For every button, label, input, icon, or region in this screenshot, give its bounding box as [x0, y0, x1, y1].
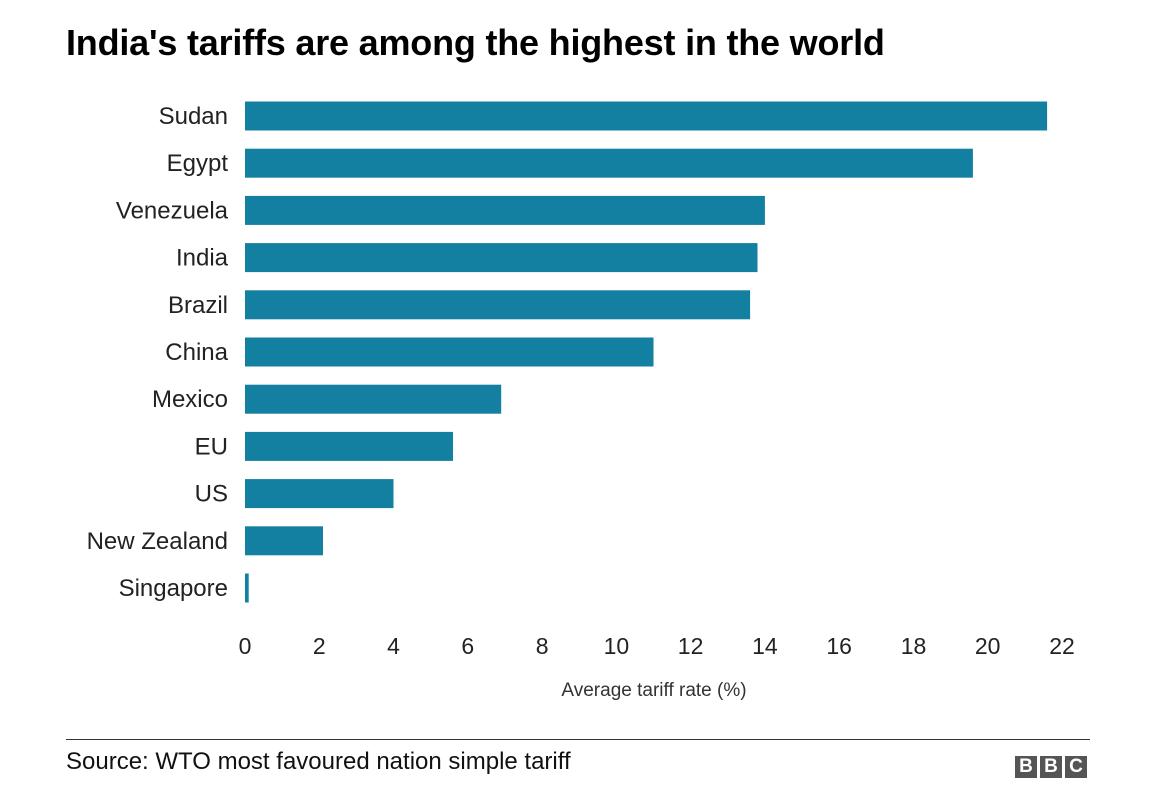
bar-us — [245, 479, 394, 509]
bbc-logo: B B C — [1015, 756, 1087, 778]
bar-mexico — [245, 384, 502, 414]
bar-sudan — [245, 101, 1048, 131]
x-tick-label: 18 — [901, 633, 927, 659]
bar-new-zealand — [245, 526, 323, 556]
bar-chart: Sudan Egypt Venezuela India Brazil China Mexic… — [87, 101, 1075, 701]
footer-divider — [66, 739, 1090, 740]
category-label: Egypt — [167, 150, 229, 177]
x-tick-label: 16 — [826, 633, 852, 659]
category-label: Singapore — [119, 575, 228, 602]
bar-venezuela — [245, 195, 765, 225]
category-label: Brazil — [168, 292, 228, 319]
category-label: India — [176, 245, 229, 272]
x-tick-label: 20 — [975, 633, 1001, 659]
bar-eu — [245, 431, 453, 461]
x-axis-ticks: 0 2 4 6 8 10 12 14 16 18 20 22 — [239, 633, 1075, 659]
x-tick-label: 4 — [387, 633, 400, 659]
x-tick-label: 10 — [604, 633, 630, 659]
category-label: Mexico — [152, 386, 228, 413]
category-label: Venezuela — [116, 197, 229, 224]
category-label: China — [165, 339, 228, 366]
x-tick-label: 2 — [313, 633, 326, 659]
bbc-logo-block: B — [1040, 756, 1062, 778]
bar-egypt — [245, 148, 973, 178]
category-label: US — [195, 481, 228, 508]
x-tick-label: 14 — [752, 633, 778, 659]
category-label: Sudan — [159, 103, 228, 130]
bar-brazil — [245, 290, 751, 320]
category-label: EU — [195, 433, 228, 460]
bbc-logo-block: B — [1015, 756, 1037, 778]
bbc-logo-block: C — [1065, 756, 1087, 778]
bar-singapore — [245, 573, 249, 603]
source-note: Source: WTO most favoured nation simple … — [66, 748, 571, 775]
bar-china — [245, 337, 654, 367]
x-axis-title: Average tariff rate (%) — [561, 680, 746, 701]
x-tick-label: 22 — [1049, 633, 1075, 659]
x-tick-label: 6 — [461, 633, 474, 659]
chart-title: India's tariffs are among the highest in… — [66, 22, 885, 63]
bars-layer — [245, 101, 1048, 603]
category-label: New Zealand — [87, 528, 228, 555]
x-tick-label: 12 — [678, 633, 704, 659]
x-tick-label: 0 — [239, 633, 252, 659]
category-labels: Sudan Egypt Venezuela India Brazil China Mexic… — [87, 103, 229, 602]
bar-india — [245, 243, 758, 273]
x-tick-label: 8 — [536, 633, 549, 659]
